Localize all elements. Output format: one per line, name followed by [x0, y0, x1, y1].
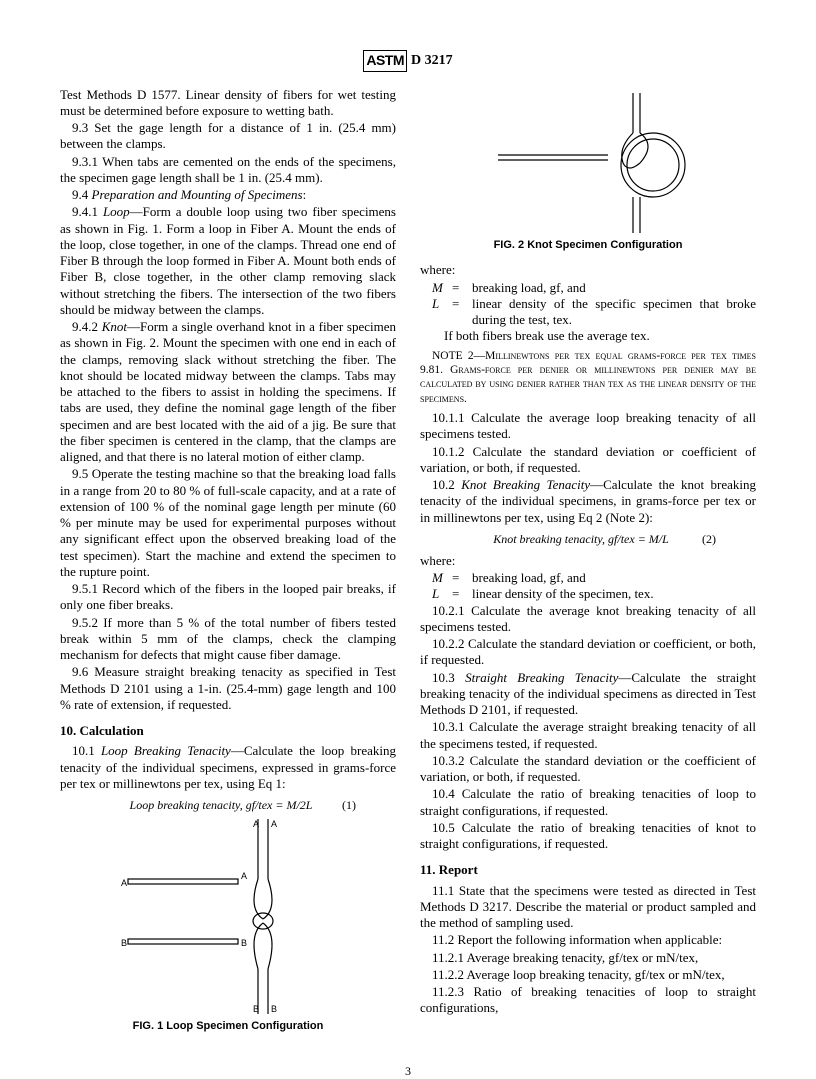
para-10-3-2: 10.3.2 Calculate the standard deviation … — [420, 753, 756, 786]
para-10-3-1: 10.3.1 Calculate the average straight br… — [420, 719, 756, 752]
where-sym-M2: M — [432, 570, 446, 586]
equation-2: Knot breaking tenacity, gf/tex = M/L (2) — [420, 532, 756, 547]
page-header: ASTM D 3217 — [60, 50, 756, 72]
where-def-L1: linear density of the specific specimen … — [472, 296, 756, 329]
para-9-5: 9.5 Operate the testing machine so that … — [60, 466, 396, 580]
para-10-2-2: 10.2.2 Calculate the standard deviation … — [420, 636, 756, 669]
section-11-heading: 11. Report — [420, 862, 756, 878]
equation-1-num: (1) — [342, 798, 356, 813]
para-11-1: 11.1 State that the specimens were teste… — [420, 883, 756, 932]
where-row-L2: L = linear density of the specimen, tex. — [432, 586, 756, 602]
head-9-4-2: Knot — [102, 319, 127, 334]
body-9-4-2: —Form a single overhand knot in a fiber … — [60, 319, 396, 464]
left-column: Test Methods D 1577. Linear density of f… — [60, 87, 396, 1044]
where-eq-3: = — [452, 570, 466, 586]
colon-9-4: : — [303, 187, 307, 202]
where-eq-4: = — [452, 586, 466, 602]
svg-text:B: B — [271, 1004, 277, 1014]
where-def-L2: linear density of the specimen, tex. — [472, 586, 756, 602]
head-10-1: Loop Breaking Tenacity — [101, 743, 231, 758]
equation-2-text: Knot breaking tenacity, gf/tex = M/L — [493, 532, 669, 547]
figure-2-svg — [468, 93, 708, 233]
where-row-M1: M = breaking load, gf, and — [432, 280, 756, 296]
body-9-4-1: —Form a double loop using two fiber spec… — [60, 204, 396, 317]
where-row-L1: L = linear density of the specific speci… — [432, 296, 756, 329]
para-10-5: 10.5 Calculate the ratio of breaking ten… — [420, 820, 756, 853]
num-10-2: 10.2 — [432, 477, 461, 492]
para-11-2-3: 11.2.3 Ratio of breaking tenacities of l… — [420, 984, 756, 1017]
para-9-4-1: 9.4.1 Loop—Form a double loop using two … — [60, 204, 396, 318]
where-eq-2: = — [452, 296, 466, 329]
para-10-3: 10.3 Straight Breaking Tenacity—Calculat… — [420, 670, 756, 719]
para-9-3-1: 9.3.1 When tabs are cemented on the ends… — [60, 154, 396, 187]
svg-text:B: B — [121, 938, 127, 948]
figure-1-svg: A A A A B B B — [113, 819, 343, 1014]
num-10-3: 10.3 — [432, 670, 465, 685]
num-10-1: 10.1 — [72, 743, 101, 758]
title-9-4: Preparation and Mounting of Specimens — [92, 187, 303, 202]
note-2-text: NOTE 2—Millinewtons per tex equal grams-… — [420, 350, 756, 405]
para-9-3: 9.3 Set the gage length for a distance o… — [60, 120, 396, 153]
svg-text:A: A — [121, 878, 127, 888]
where-sym-L1: L — [432, 296, 446, 329]
where-sym-M1: M — [432, 280, 446, 296]
para-9-5-1: 9.5.1 Record which of the fibers in the … — [60, 581, 396, 614]
para-11-2-1: 11.2.1 Average breaking tenacity, gf/tex… — [420, 950, 756, 966]
note-2: NOTE 2—Millinewtons per tex equal grams-… — [420, 349, 756, 407]
section-10-heading: 10. Calculation — [60, 723, 396, 739]
para-9-6: 9.6 Measure straight breaking tenacity a… — [60, 664, 396, 713]
content-columns: Test Methods D 1577. Linear density of f… — [60, 87, 756, 1044]
num-9-4-1: 9.4.1 — [72, 204, 103, 219]
para-10-2: 10.2 Knot Breaking Tenacity—Calculate th… — [420, 477, 756, 526]
svg-text:A: A — [271, 819, 277, 829]
para-11-2: 11.2 Report the following information wh… — [420, 932, 756, 948]
designation: D 3217 — [411, 52, 453, 70]
figure-1-caption: FIG. 1 Loop Specimen Configuration — [60, 1020, 396, 1034]
where-label-2: where: — [420, 553, 756, 569]
para-10-1-1: 10.1.1 Calculate the average loop breaki… — [420, 410, 756, 443]
equation-2-num: (2) — [702, 532, 716, 547]
equation-1-text: Loop breaking tenacity, gf/tex = M/2L — [130, 798, 313, 813]
para-9-intro: Test Methods D 1577. Linear density of f… — [60, 87, 396, 120]
where-label-1: where: — [420, 262, 756, 278]
para-11-2-2: 11.2.2 Average loop breaking tenacity, g… — [420, 967, 756, 983]
where-def-M1: breaking load, gf, and — [472, 280, 756, 296]
num-9-4-2: 9.4.2 — [72, 319, 102, 334]
svg-text:A: A — [253, 819, 259, 829]
head-9-4-1: Loop — [103, 204, 130, 219]
right-column: FIG. 2 Knot Specimen Configuration where… — [420, 87, 756, 1044]
where-extra: If both fibers break use the average tex… — [420, 328, 756, 344]
para-10-1-2: 10.1.2 Calculate the standard deviation … — [420, 444, 756, 477]
para-10-1: 10.1 Loop Breaking Tenacity—Calculate th… — [60, 743, 396, 792]
para-9-4: 9.4 Preparation and Mounting of Specimen… — [60, 187, 396, 203]
equation-1: Loop breaking tenacity, gf/tex = M/2L (1… — [60, 798, 396, 813]
svg-text:B: B — [253, 1004, 259, 1014]
astm-logo: ASTM — [363, 50, 407, 72]
head-10-2: Knot Breaking Tenacity — [461, 477, 590, 492]
svg-text:A: A — [241, 871, 247, 881]
where-eq-1: = — [452, 280, 466, 296]
where-row-M2: M = breaking load, gf, and — [432, 570, 756, 586]
svg-text:B: B — [241, 938, 247, 948]
page-number: 3 — [60, 1064, 756, 1079]
para-10-2-1: 10.2.1 Calculate the average knot breaki… — [420, 603, 756, 636]
head-10-3: Straight Breaking Tenacity — [465, 670, 618, 685]
where-sym-L2: L — [432, 586, 446, 602]
para-9-4-2: 9.4.2 Knot—Form a single overhand knot i… — [60, 319, 396, 465]
figure-2-caption: FIG. 2 Knot Specimen Configuration — [420, 239, 756, 253]
num-9-4: 9.4 — [72, 187, 92, 202]
para-10-4: 10.4 Calculate the ratio of breaking ten… — [420, 786, 756, 819]
para-9-5-2: 9.5.2 If more than 5 % of the total numb… — [60, 615, 396, 664]
where-def-M2: breaking load, gf, and — [472, 570, 756, 586]
